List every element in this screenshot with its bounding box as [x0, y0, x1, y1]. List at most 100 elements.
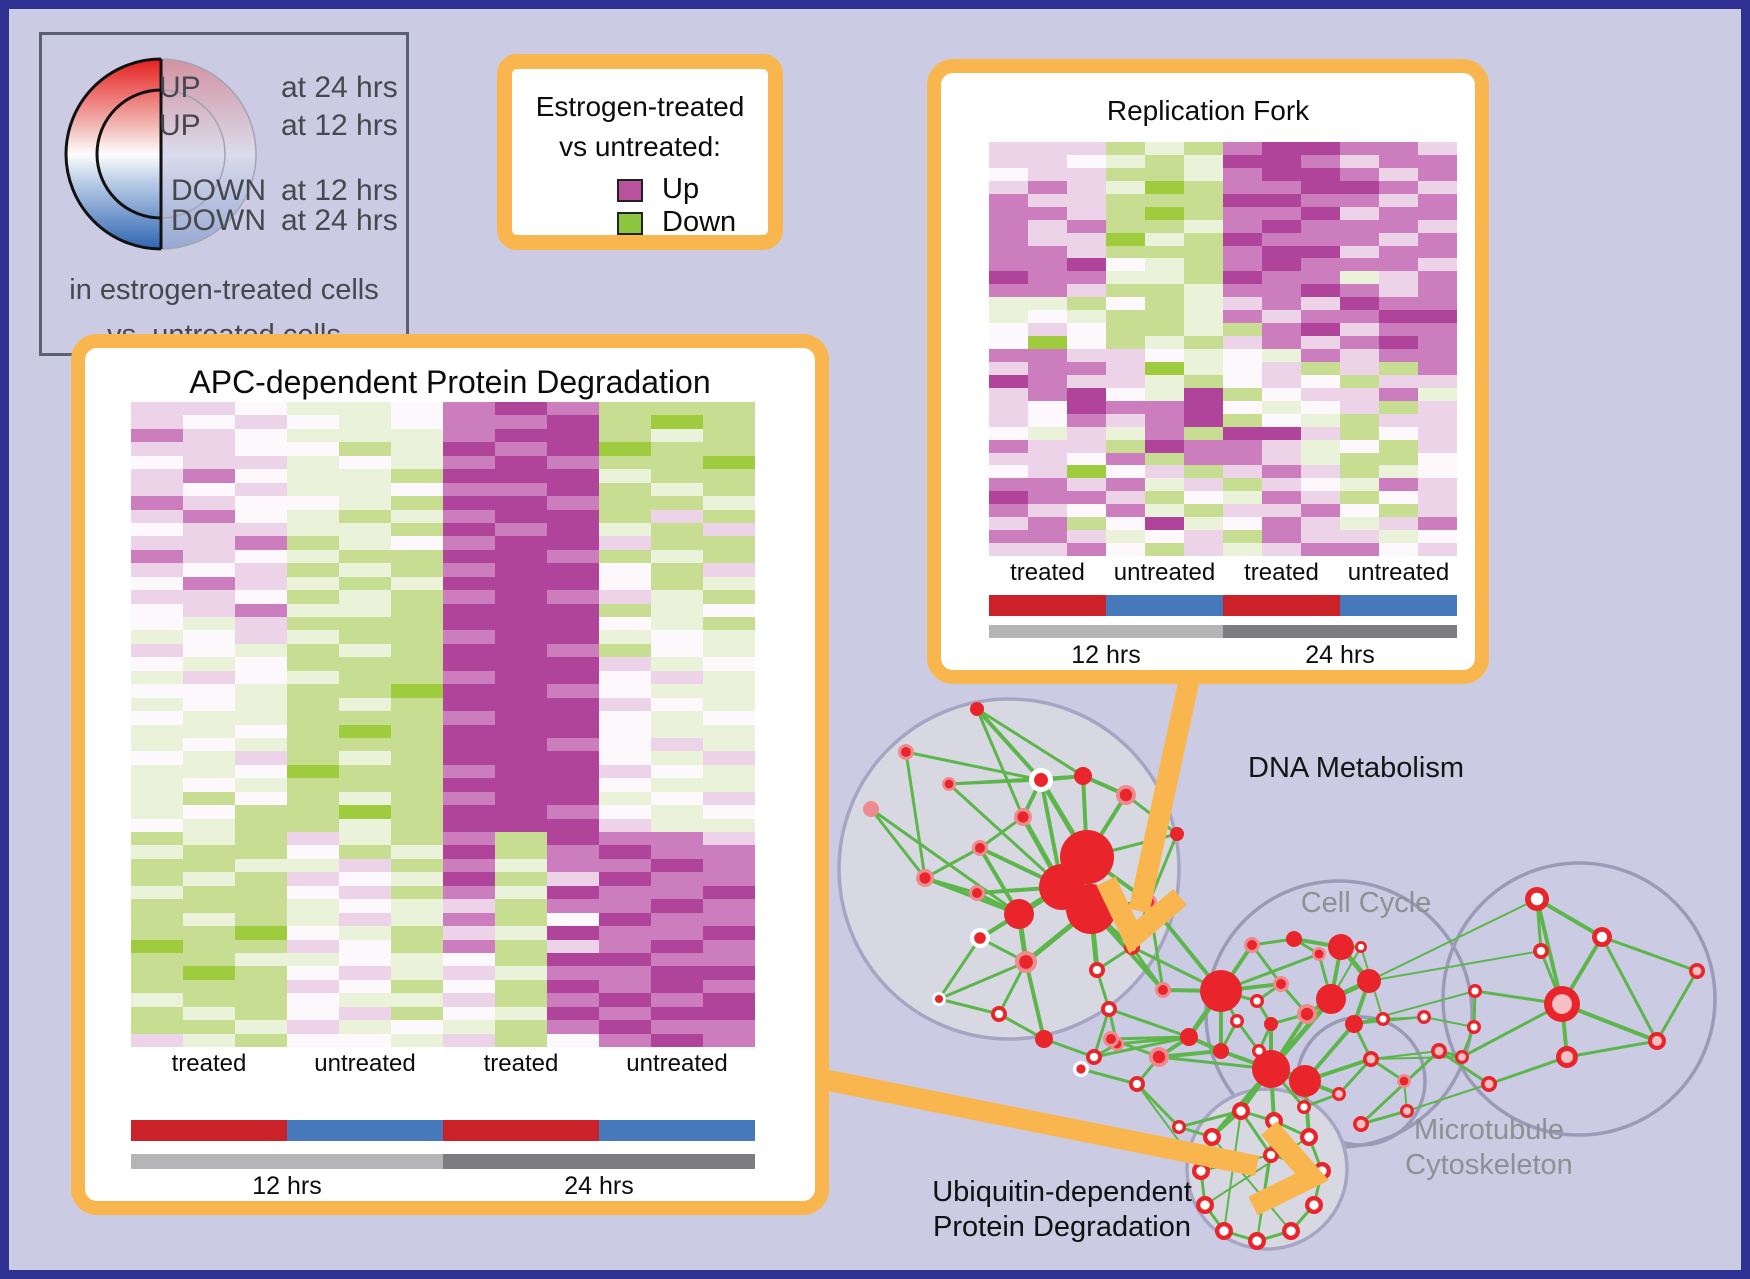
heatmap-cell — [235, 899, 287, 913]
heatmap-cell — [599, 912, 651, 927]
heatmap-cell — [339, 805, 391, 819]
heatmap-cell — [235, 737, 287, 752]
heatmap-cell — [131, 939, 183, 953]
heatmap-cell — [1379, 284, 1418, 298]
heatmap-cell — [339, 1006, 391, 1021]
heatmap-cell — [1262, 310, 1301, 324]
heatmap-cell — [1418, 206, 1457, 220]
heatmap-row — [131, 455, 755, 470]
time-label: 24 hrs — [564, 1172, 634, 1200]
heatmap-cell — [287, 711, 339, 725]
heatmap-cell — [599, 415, 651, 429]
network-edge — [1108, 1007, 1190, 1039]
network-node — [1300, 1128, 1318, 1146]
heatmap-cell — [287, 630, 339, 644]
network-edge — [1219, 943, 1254, 993]
heatmap-cell — [339, 536, 391, 550]
heatmap-cell — [235, 428, 287, 443]
heatmap-cell — [1301, 180, 1340, 194]
heatmap-cell — [391, 979, 443, 994]
heatmap-cell — [1418, 465, 1457, 479]
heatmap-cell — [443, 442, 495, 456]
heatmap-cell — [1028, 206, 1067, 220]
heatmap-cell — [131, 603, 183, 617]
heatmap-cell — [1379, 530, 1418, 544]
heatmap-cell — [1067, 387, 1106, 401]
heatmap-cell — [703, 428, 755, 443]
network-edge — [1474, 989, 1563, 1006]
heatmap-cell — [1184, 491, 1223, 505]
heatmap-cell — [1067, 323, 1106, 337]
heatmap-cell — [547, 402, 599, 416]
heatmap-cell — [989, 465, 1028, 479]
heatmap-cell — [1301, 142, 1340, 155]
heatmap-cell — [183, 832, 235, 846]
heatmap-cell — [599, 818, 651, 832]
heatmap-cell — [1301, 452, 1340, 466]
treatment-color-bar — [1340, 595, 1457, 616]
heatmap-cell — [1106, 167, 1145, 181]
heatmap-cell — [651, 563, 703, 577]
heatmap-cell — [339, 402, 391, 416]
heatmap-cell — [443, 603, 495, 617]
heatmap-row — [131, 764, 755, 779]
heatmap-cell — [1301, 478, 1340, 492]
network-edge — [1273, 1119, 1310, 1139]
updown-ring-diagram-icon — [64, 57, 257, 251]
heatmap-cell — [339, 1033, 391, 1047]
heatmap-cell — [547, 590, 599, 604]
heatmap-cell — [651, 617, 703, 631]
cluster-labels: DNA Metabolism Cell Cycle Microtubule Cytos… — [932, 752, 1573, 1243]
heatmap-cell — [599, 576, 651, 591]
heatmap-cell — [235, 630, 287, 644]
heatmap-cell — [1184, 206, 1223, 220]
heatmap-cell — [339, 899, 391, 913]
heatmap-cell — [183, 926, 235, 940]
heatmap-cell — [1301, 517, 1340, 531]
heatmap-cell — [1262, 297, 1301, 311]
heatmap-cell — [547, 509, 599, 523]
network-edge — [1239, 1110, 1273, 1156]
heatmap-cell — [287, 764, 339, 779]
heatmap-cell — [235, 576, 287, 591]
heatmap-cell — [1301, 387, 1340, 401]
heatmap-cell — [287, 845, 339, 859]
heatmap-cell — [547, 751, 599, 765]
heatmap-cell — [391, 711, 443, 725]
heatmap-cell — [703, 590, 755, 604]
heatmap-row — [989, 180, 1457, 194]
network-edge — [1438, 1049, 1463, 1059]
heatmap-cell — [495, 737, 547, 752]
network-node — [1103, 1031, 1119, 1047]
heatmap-cell — [989, 413, 1028, 427]
heatmap-cell — [1028, 413, 1067, 427]
heatmap-cell — [131, 711, 183, 725]
heatmap-cell — [599, 509, 651, 523]
heatmap-cell — [287, 536, 339, 550]
heatmap-cell — [235, 805, 287, 819]
heatmap-cell — [651, 402, 703, 416]
heatmap-cell — [131, 455, 183, 470]
heatmap-cell — [183, 428, 235, 443]
network-node — [1116, 785, 1136, 805]
heatmap-cell — [703, 724, 755, 738]
network-node — [1400, 1104, 1414, 1118]
heatmap-cell — [287, 832, 339, 846]
ring-word: UP — [159, 109, 201, 142]
heatmap-cell — [703, 415, 755, 429]
heatmap-cell — [1262, 387, 1301, 401]
heatmap-row — [131, 603, 755, 617]
heatmap-cell — [1067, 361, 1106, 375]
heatmap-row — [131, 697, 755, 712]
heatmap-cell — [339, 630, 391, 644]
heatmap-cell — [391, 952, 443, 967]
network-node — [991, 1006, 1007, 1022]
heatmap-cell — [547, 805, 599, 819]
heatmap-cell — [339, 737, 391, 752]
heatmap-cell — [1418, 271, 1457, 285]
network-node — [1264, 1017, 1278, 1031]
heatmap-row — [989, 336, 1457, 349]
heatmap-cell — [703, 899, 755, 913]
heatmap-cell — [651, 724, 703, 738]
network-edge — [1360, 946, 1384, 1020]
